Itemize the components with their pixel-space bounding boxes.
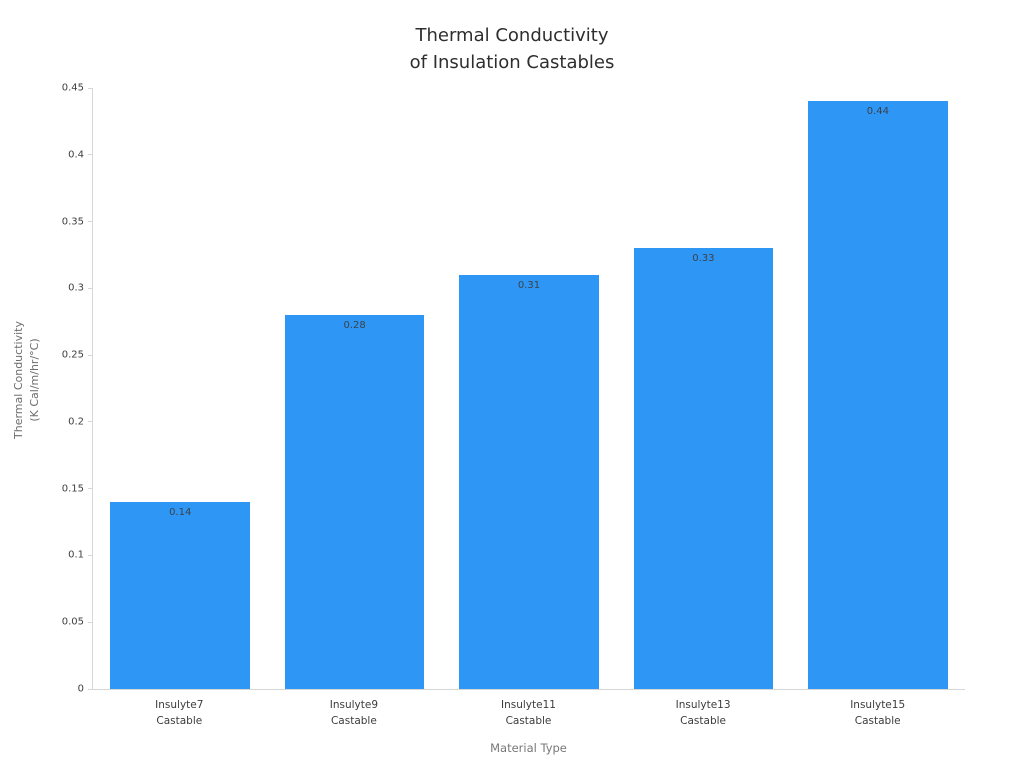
y-axis-title-line-2: (K Cal/m/hr/°C) <box>28 338 41 422</box>
x-axis-title: Material Type <box>490 741 567 755</box>
chart-title-line-1: Thermal Conductivity <box>415 25 609 46</box>
bar-slot-4: 0.33 <box>616 88 790 689</box>
x-tick-label-line: Castable <box>330 715 377 727</box>
y-tick-mark <box>88 154 92 156</box>
x-tick-label-4: Insulyte13 Castable <box>616 697 791 729</box>
bar-3: 0.31 <box>459 274 599 689</box>
x-tick-label-1: Insulyte7 Castable <box>92 697 267 729</box>
x-tick-label-line: Insulyte15 <box>850 699 906 711</box>
y-tick-label: 0.35 <box>61 216 84 228</box>
x-axis-tick-labels: Insulyte7 Castable Insulyte9 Castable Insuly… <box>92 697 965 729</box>
y-tick-label: 0.45 <box>61 82 84 94</box>
y-tick-label: 0.2 <box>68 416 84 428</box>
x-tick-label-line: Insulyte9 <box>329 699 379 711</box>
y-tick-label: 0.1 <box>68 549 84 561</box>
y-tick-mark <box>88 287 92 289</box>
y-tick-mark <box>88 354 92 356</box>
y-tick-mark <box>88 554 92 556</box>
bar-value-label: 0.44 <box>866 106 889 118</box>
y-tick-label: 0 <box>77 683 84 695</box>
y-tick-mark <box>88 221 92 223</box>
y-axis-title: Thermal Conductivity (K Cal/m/hr/°C) <box>11 321 43 439</box>
chart-title: Thermal Conductivity of Insulation Casta… <box>0 22 1024 76</box>
y-tick-label: 0.3 <box>68 282 84 294</box>
bar-slot-5: 0.44 <box>791 88 965 689</box>
x-tick-label-line: Insulyte13 <box>675 699 731 711</box>
y-tick-mark <box>88 621 92 623</box>
bar-slot-2: 0.28 <box>267 88 441 689</box>
x-tick-label-line: Insulyte7 <box>155 699 204 711</box>
y-tick-mark <box>88 87 92 89</box>
y-tick-label: 0.15 <box>61 483 84 495</box>
y-tick-mark <box>88 688 92 690</box>
bar-value-label: 0.33 <box>692 253 715 265</box>
x-tick-label-line: Castable <box>505 715 552 727</box>
x-tick-label-2: Insulyte9 Castable <box>267 697 442 729</box>
bar-5: 0.44 <box>808 101 948 689</box>
bar-2: 0.28 <box>284 315 425 689</box>
bar-value-label: 0.31 <box>517 279 541 291</box>
bars-container: 0.14 0.28 0.31 0.33 0.44 <box>93 88 965 689</box>
x-tick-label-line: Insulyte11 <box>501 699 556 711</box>
x-tick-label-line: Castable <box>854 715 901 727</box>
bar-value-label: 0.14 <box>169 507 192 519</box>
plot-area: 0 0.05 0.1 0.15 0.2 0.25 0.3 0.35 0.4 0.45 0.14 0.… <box>62 83 965 695</box>
bar-value-label: 0.28 <box>343 320 366 332</box>
bar-4: 0.33 <box>633 248 774 689</box>
y-tick-label: 0.05 <box>61 616 84 628</box>
y-tick-label: 0.25 <box>61 349 84 361</box>
x-tick-label-5: Insulyte15 Castable <box>790 697 965 729</box>
y-axis-title-line-1: Thermal Conductivity <box>12 321 25 439</box>
x-tick-label-line: Castable <box>680 715 726 727</box>
y-tick-mark <box>88 421 92 423</box>
bar-slot-3: 0.31 <box>442 88 616 689</box>
bar-1: 0.14 <box>110 502 250 689</box>
bar-slot-1: 0.14 <box>93 88 267 689</box>
y-tick-label: 0.4 <box>68 149 84 161</box>
chart-title-line-2: of Insulation Castables <box>409 52 615 73</box>
x-tick-label-line: Castable <box>156 715 203 727</box>
y-tick-mark <box>88 488 92 490</box>
x-tick-label-3: Insulyte11 Castable <box>441 697 616 729</box>
